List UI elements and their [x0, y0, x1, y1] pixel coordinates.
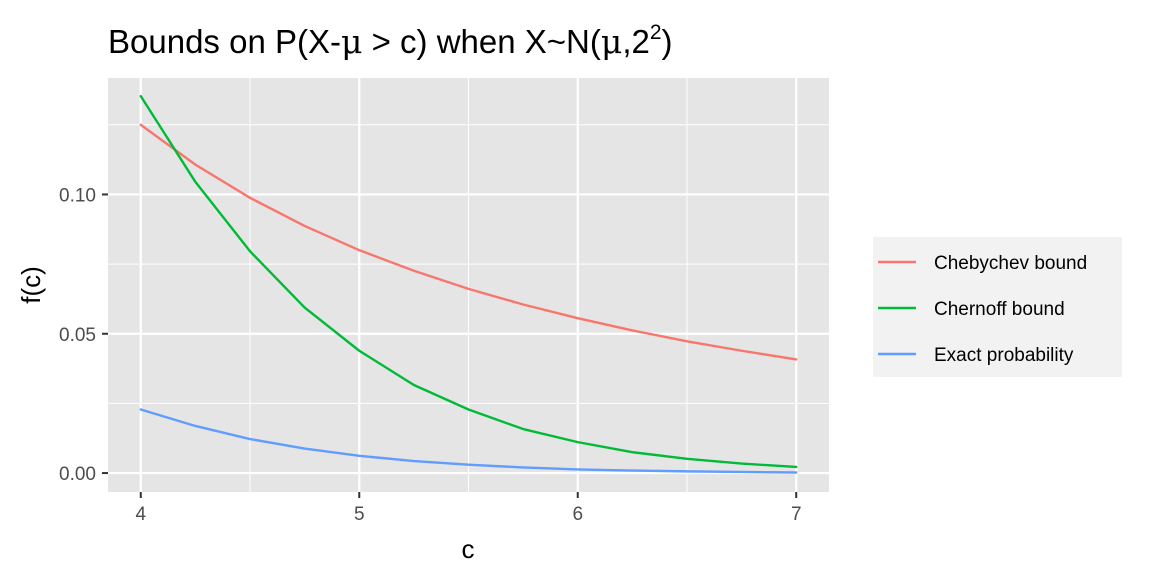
grid-major [108, 78, 829, 492]
legend-label-chernoff-bound: Chernoff bound [934, 299, 1065, 320]
y-axis-title: f(c) [16, 266, 46, 304]
x-axis-title: c [462, 534, 475, 564]
y-tick-label: 0.05 [59, 325, 96, 346]
x-tick-label: 6 [572, 504, 583, 525]
x-axis: 4 5 6 7 [135, 492, 802, 525]
series-line-exact-probability [139, 408, 798, 474]
chart-title: Bounds on P(X-μ > c) when X~N(μ,22) [108, 21, 673, 61]
x-tick-label: 4 [135, 504, 146, 525]
grid-minor [108, 78, 829, 492]
y-tick-label: 0.10 [59, 185, 96, 206]
y-axis: 0.00 0.05 0.10 [59, 185, 108, 485]
x-tick-label: 7 [791, 504, 802, 525]
series-line-chernoff-bound [139, 94, 798, 469]
x-tick-label: 5 [354, 504, 365, 525]
series-lines [139, 94, 798, 474]
legend: Chebychev bound Chernoff bound Exact proba… [873, 237, 1122, 377]
legend-label-exact-probability: Exact probability [934, 345, 1074, 366]
y-tick-label: 0.00 [59, 464, 96, 485]
series-line-chebychev-bound [139, 123, 798, 361]
legend-label-chebychev-bound: Chebychev bound [934, 253, 1087, 274]
